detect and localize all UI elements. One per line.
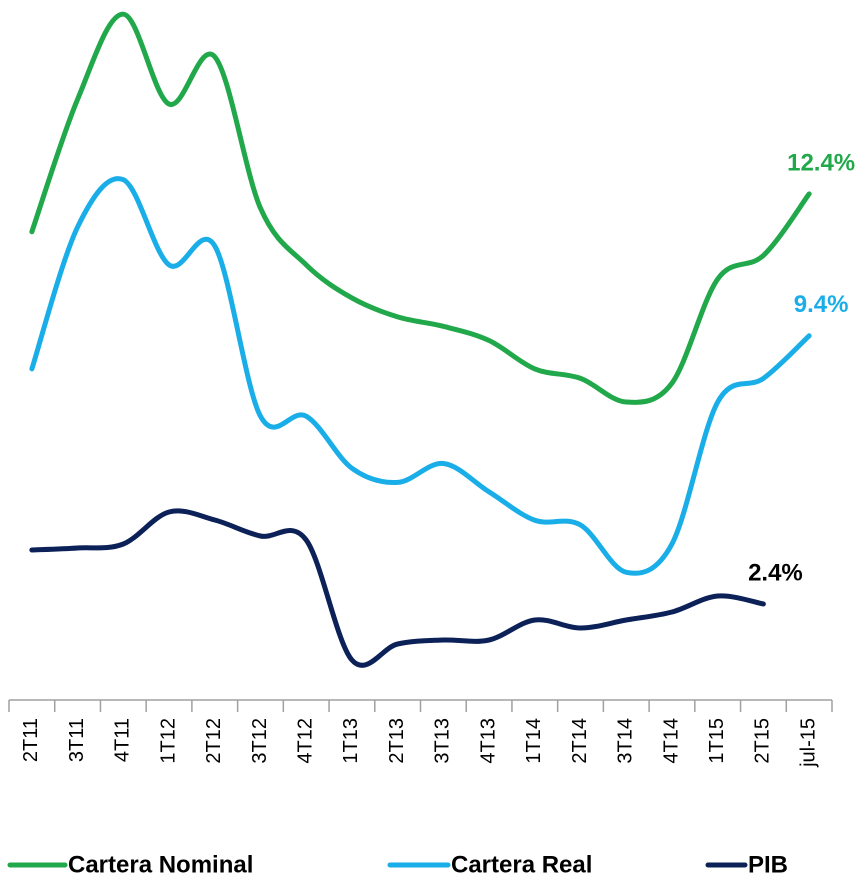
x-tick-label: 2T15 xyxy=(752,718,774,764)
x-tick-label: 1T12 xyxy=(157,718,179,764)
x-tick-label: 3T11 xyxy=(66,718,88,762)
value-label: 2.4% xyxy=(748,559,803,586)
legend-label: Cartera Real xyxy=(451,851,592,878)
legend-label: Cartera Nominal xyxy=(68,851,253,878)
x-tick-label: 2T13 xyxy=(386,718,408,764)
x-tick-label: 4T11 xyxy=(112,718,134,762)
x-tick-label: jul-15 xyxy=(797,718,819,768)
series-line xyxy=(29,11,812,405)
x-tick-label: 4T14 xyxy=(660,718,682,764)
legend: Cartera Nominal Cartera Real PIB xyxy=(7,851,788,878)
x-tick-label: 3T13 xyxy=(432,718,454,764)
x-tick-label: 4T13 xyxy=(477,718,499,764)
series-line xyxy=(29,508,766,668)
value-label: 12.4% xyxy=(787,149,855,176)
x-tick-label: 3T14 xyxy=(615,718,637,764)
x-tick-label: 2T14 xyxy=(569,718,591,764)
x-tick-label: 3T12 xyxy=(249,718,271,764)
x-tick-label: 1T15 xyxy=(706,718,728,764)
x-tick-label: 4T12 xyxy=(294,718,316,764)
legend-label: PIB xyxy=(748,851,788,878)
x-tick-label: 2T12 xyxy=(203,718,225,764)
value-label: 9.4% xyxy=(794,291,849,318)
x-tick-label: 1T14 xyxy=(523,718,545,764)
series-line xyxy=(29,176,812,576)
x-tick-label: 1T13 xyxy=(340,718,362,764)
x-tick-label: 2T11 xyxy=(20,718,42,762)
